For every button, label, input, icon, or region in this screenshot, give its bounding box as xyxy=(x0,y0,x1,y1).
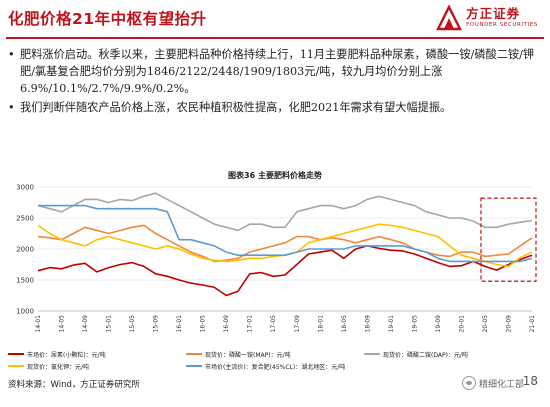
series-line-3 xyxy=(37,223,533,268)
bullet-marker: • xyxy=(8,100,15,114)
bullet-list: • 肥料涨价启动。秋季以来，主要肥料品种价格持续上行，11月主要肥料品种尿素，磷… xyxy=(6,46,546,117)
x-tick-label: 14-09 xyxy=(82,315,89,333)
series-line-4 xyxy=(38,204,533,263)
legend-swatch xyxy=(8,353,24,355)
chart-legend: 市场价：尿素(小颗粒)：元/吨 现货价：磷酸一铵(MAP)：元/吨 现货价：磷酸二铵… xyxy=(8,348,548,372)
figure-title: 图表36 主要肥料价格走势 xyxy=(228,171,322,180)
y-tick-label: 2000 xyxy=(16,246,34,254)
legend-label: 市场价：尿素(小颗粒)：元/吨 xyxy=(27,351,106,359)
x-tick-label: 18-01 xyxy=(317,315,324,333)
brand-name-en: FOUNDER SECURITIES xyxy=(466,22,538,28)
x-tick-label: 15-05 xyxy=(129,315,136,333)
x-tick-label: 17-01 xyxy=(247,315,254,333)
x-tick-label: 20-05 xyxy=(482,315,489,333)
legend-label: 市场价(主流价)：复合肥(45%CL)：湖北地区：元/吨 xyxy=(205,363,346,371)
founder-logo-icon xyxy=(436,5,463,31)
bullet-text: 肥料涨价启动。秋季以来，主要肥料品种价格持续上行，11月主要肥料品种尿素，磷酸一… xyxy=(20,48,535,96)
bullet-marker: • xyxy=(8,48,15,61)
x-tick-label: 18-05 xyxy=(341,315,348,333)
legend-label: 现货价：氯化钾：元/吨 xyxy=(27,363,90,371)
legend-item: 市场价：尿素(小颗粒)：元/吨 xyxy=(8,350,186,359)
legend-row: 市场价：尿素(小颗粒)：元/吨 现货价：磷酸一铵(MAP)：元/吨 现货价：磷酸二铵… xyxy=(8,348,548,360)
x-tick-label: 20-09 xyxy=(505,315,512,333)
watermark: 精细化工部 xyxy=(461,376,524,390)
series-line-0 xyxy=(37,245,533,297)
x-tick-label: 19-05 xyxy=(411,315,418,333)
x-tick-label: 16-01 xyxy=(176,315,183,333)
bullet-item: • 我们判断伴随农产品价格上涨，农民种植积极性提高，化肥2021年需求有望大幅提… xyxy=(6,99,546,116)
x-tick-label: 19-09 xyxy=(435,315,442,333)
x-tick-label: 17-09 xyxy=(294,315,301,333)
series-line-1 xyxy=(37,224,533,263)
x-tick-label: 21-01 xyxy=(529,315,536,333)
x-tick-label: 15-01 xyxy=(106,315,113,333)
x-tick-label: 20-01 xyxy=(458,315,465,333)
legend-label: 现货价：磷酸一铵(MAP)：元/吨 xyxy=(205,351,291,359)
legend-item: 市场价(主流价)：复合肥(45%CL)：湖北地区：元/吨 xyxy=(186,362,446,371)
x-tick-label: 14-01 xyxy=(35,315,42,333)
x-tick-label: 18-09 xyxy=(364,315,371,333)
y-tick-label: 3000 xyxy=(16,184,34,192)
x-tick-label: 14-05 xyxy=(59,315,66,333)
page-number: 18 xyxy=(522,374,538,388)
legend-swatch xyxy=(8,365,24,367)
legend-row: 现货价：氯化钾：元/吨 市场价(主流价)：复合肥(45%CL)：湖北地区：元/吨 xyxy=(8,360,548,372)
bullet-text: 我们判断伴随农产品价格上涨，农民种植积极性提高，化肥2021年需求有望大幅提振。 xyxy=(20,100,452,114)
legend-swatch xyxy=(364,353,380,355)
y-tick-label: 1000 xyxy=(16,308,34,316)
bullet-item: • 肥料涨价启动。秋季以来，主要肥料品种价格持续上行，11月主要肥料品种尿素，磷… xyxy=(6,46,546,98)
x-tick-label: 17-05 xyxy=(270,315,277,333)
wechat-icon xyxy=(461,376,476,390)
source-note: 资料来源：Wind，方正证券研究所 xyxy=(8,380,140,390)
page-title: 化肥价格21年中枢有望抬升 xyxy=(8,10,207,28)
price-trend-chart: 1000 1500 2000 2500 3000 14-01 14-05 14-09 15-01… xyxy=(16,184,537,333)
legend-item: 现货价：磷酸一铵(MAP)：元/吨 xyxy=(186,350,364,359)
legend-item: 现货价：氯化钾：元/吨 xyxy=(8,362,186,371)
x-tick-label: 16-05 xyxy=(200,315,207,333)
watermark-text: 精细化工部 xyxy=(478,379,524,390)
legend-swatch xyxy=(186,365,202,367)
legend-label: 现货价：磷酸二铵(DAP)：元/吨 xyxy=(383,351,468,359)
legend-item: 现货价：磷酸二铵(DAP)：元/吨 xyxy=(364,350,548,359)
series-line-2 xyxy=(37,192,533,232)
legend-swatch xyxy=(186,353,202,355)
y-tick-label: 1500 xyxy=(16,277,34,285)
highlight-box xyxy=(480,197,537,282)
title-divider xyxy=(6,37,544,39)
brand-name-cn: 方正证券 xyxy=(466,6,521,21)
brand-logo-block: 方正证券 FOUNDER SECURITIES xyxy=(436,5,538,31)
x-tick-label: 16-09 xyxy=(223,315,230,333)
x-tick-label: 15-09 xyxy=(153,315,160,333)
x-tick-label: 19-01 xyxy=(388,315,395,333)
y-tick-label: 2500 xyxy=(16,215,34,223)
